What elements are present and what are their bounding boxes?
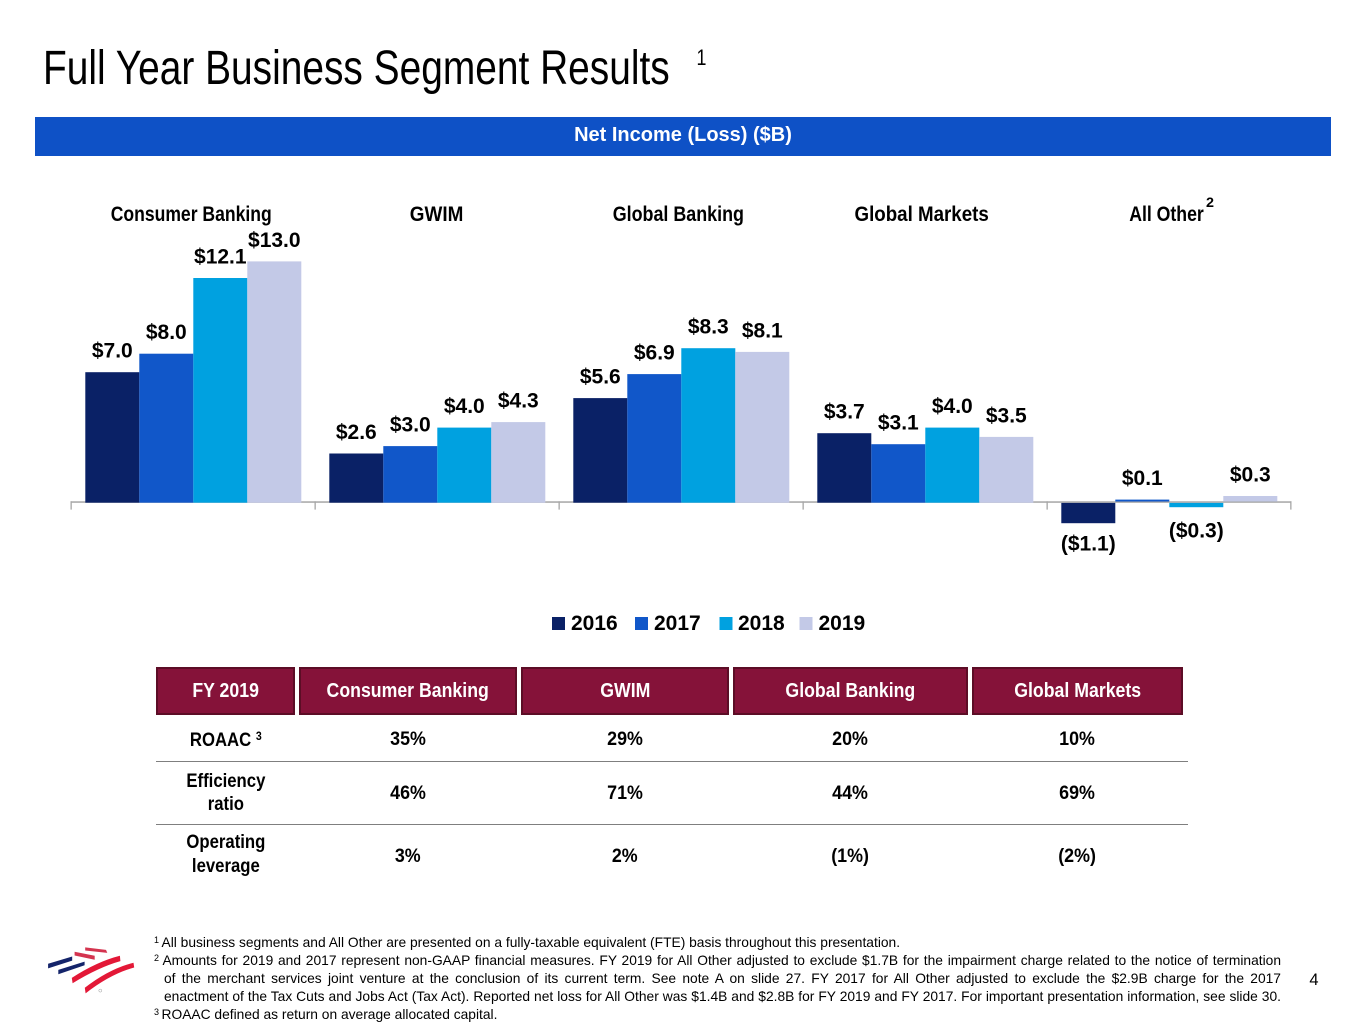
- svg-text:$4.0: $4.0: [932, 395, 973, 418]
- svg-text:$3.1: $3.1: [878, 412, 919, 435]
- svg-text:$13.0: $13.0: [248, 229, 301, 252]
- svg-text:All Other: All Other: [1129, 203, 1204, 226]
- svg-text:2016: 2016: [571, 612, 618, 635]
- svg-text:2019: 2019: [819, 612, 866, 635]
- svg-text:$5.6: $5.6: [580, 366, 621, 389]
- svg-text:2018: 2018: [738, 612, 785, 635]
- svg-text:2017: 2017: [654, 612, 701, 635]
- svg-text:Global Banking: Global Banking: [613, 203, 744, 226]
- svg-text:$6.9: $6.9: [634, 342, 675, 365]
- svg-text:$3.7: $3.7: [824, 401, 865, 424]
- svg-text:$7.0: $7.0: [92, 340, 133, 363]
- svg-text:$3.5: $3.5: [986, 404, 1027, 427]
- svg-text:$8.0: $8.0: [146, 321, 187, 344]
- svg-text:$8.1: $8.1: [742, 319, 783, 342]
- svg-text:$3.0: $3.0: [390, 414, 431, 437]
- svg-text:$12.1: $12.1: [194, 246, 247, 269]
- svg-text:$2.6: $2.6: [336, 421, 377, 444]
- svg-text:Global Markets: Global Markets: [855, 203, 989, 226]
- svg-text:($1.1): ($1.1): [1061, 533, 1116, 556]
- svg-text:$0.1: $0.1: [1122, 467, 1163, 490]
- svg-text:$4.0: $4.0: [444, 395, 485, 418]
- svg-text:$0.3: $0.3: [1230, 464, 1271, 487]
- svg-text:($0.3): ($0.3): [1169, 520, 1224, 543]
- svg-text:$4.3: $4.3: [498, 390, 539, 413]
- svg-text:2: 2: [1206, 194, 1214, 210]
- svg-text:$8.3: $8.3: [688, 316, 729, 339]
- svg-text:Consumer Banking: Consumer Banking: [111, 203, 272, 226]
- svg-text:GWIM: GWIM: [410, 203, 464, 226]
